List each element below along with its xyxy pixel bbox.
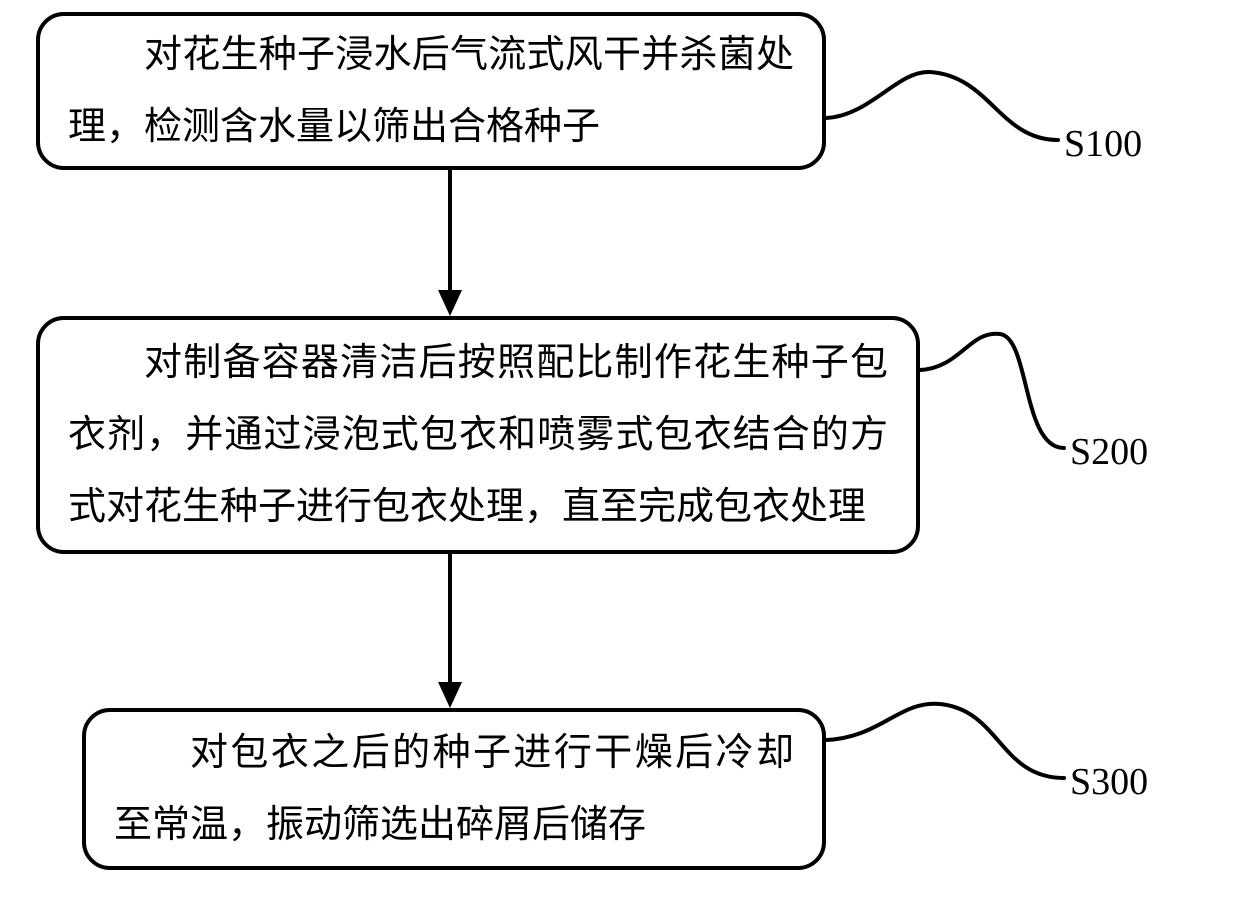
flow-node-s200-text: 对制备容器清洁后按照配比制作花生种子包衣剂，并通过浸泡式包衣和喷雾式包衣结合的方…: [68, 327, 888, 544]
flow-node-s300-text: 对包衣之后的种子进行干燥后冷却至常温，振动筛选出碎屑后储存: [114, 717, 794, 861]
flow-node-s100-text: 对花生种子浸水后气流式风干并杀菌处理，检测含水量以筛出合格种子: [68, 19, 794, 163]
step-label-s100: S100: [1064, 122, 1142, 166]
step-label-s200: S200: [1070, 430, 1148, 474]
flow-node-s300: 对包衣之后的种子进行干燥后冷却至常温，振动筛选出碎屑后储存: [82, 708, 826, 870]
flow-node-s200: 对制备容器清洁后按照配比制作花生种子包衣剂，并通过浸泡式包衣和喷雾式包衣结合的方…: [36, 316, 920, 554]
flow-node-s100: 对花生种子浸水后气流式风干并杀菌处理，检测含水量以筛出合格种子: [36, 12, 826, 170]
step-label-s300: S300: [1070, 760, 1148, 804]
flowchart-root: 对花生种子浸水后气流式风干并杀菌处理，检测含水量以筛出合格种子 对制备容器清洁后…: [0, 0, 1240, 914]
